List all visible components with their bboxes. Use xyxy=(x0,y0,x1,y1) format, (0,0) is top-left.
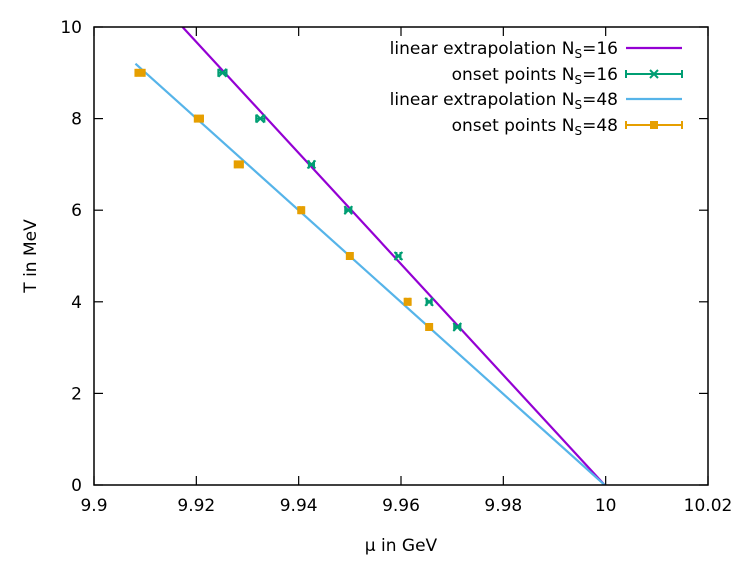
plot-frame xyxy=(93,26,709,486)
series-line xyxy=(181,27,606,485)
legend-label: onset points NS=16 xyxy=(452,65,618,87)
series-1 xyxy=(217,68,462,332)
legend-label-main: onset points N xyxy=(452,65,575,85)
x-tick-label: 9.96 xyxy=(382,496,420,516)
legend-label-main: linear extrapolation N xyxy=(390,90,575,110)
x-tick-label: 10 xyxy=(595,496,617,516)
y-tick-label: 4 xyxy=(71,293,82,313)
data-point xyxy=(452,322,462,332)
y-tick-label: 0 xyxy=(71,476,82,496)
legend-label-tail: =16 xyxy=(582,39,618,59)
legend-label-sub: S xyxy=(574,98,582,112)
y-tick-label: 2 xyxy=(71,384,82,404)
legend-label: linear extrapolation NS=16 xyxy=(390,39,618,61)
legend-label-sub: S xyxy=(574,73,582,87)
legend-label-tail: =48 xyxy=(582,90,618,110)
y-tick-label: 10 xyxy=(60,18,82,38)
data-point xyxy=(343,205,354,215)
data-point xyxy=(217,68,228,78)
x-tick-label: 10.02 xyxy=(684,496,733,516)
data-point xyxy=(297,206,306,215)
legend-label: linear extrapolation NS=48 xyxy=(390,90,618,112)
data-point xyxy=(306,159,317,170)
data-point xyxy=(650,121,658,129)
x-axis-title: μ in GeV xyxy=(365,536,438,556)
data-point xyxy=(234,160,243,169)
data-point xyxy=(194,114,203,123)
x-tick-label: 9.98 xyxy=(484,496,522,516)
series-0 xyxy=(181,27,606,485)
y-tick-label: 6 xyxy=(71,201,82,221)
legend-label-tail: =16 xyxy=(582,65,618,85)
legend-label-main: linear extrapolation N xyxy=(390,39,575,59)
data-point xyxy=(424,297,434,307)
series-3 xyxy=(134,68,434,331)
marks-layer xyxy=(134,27,606,485)
x-tick-label: 9.92 xyxy=(177,496,215,516)
data-point xyxy=(425,322,434,331)
y-axis-title: T in MeV xyxy=(21,219,41,294)
x-tick-label: 9.94 xyxy=(280,496,318,516)
x-tick-label: 9.9 xyxy=(80,496,107,516)
legend-label-tail: =48 xyxy=(582,116,618,136)
series-line xyxy=(134,62,606,485)
data-point xyxy=(403,297,412,306)
series-2 xyxy=(134,62,606,485)
data-point xyxy=(393,251,404,261)
y-tick-label: 8 xyxy=(71,110,82,130)
legend-label-sub: S xyxy=(574,124,582,138)
data-point xyxy=(136,68,145,77)
data-point xyxy=(255,113,265,124)
data-point xyxy=(345,252,354,260)
legend-label-main: onset points N xyxy=(452,116,575,136)
legend-label: onset points NS=48 xyxy=(452,116,618,138)
legend-label-sub: S xyxy=(574,47,582,61)
data-point xyxy=(649,69,659,79)
